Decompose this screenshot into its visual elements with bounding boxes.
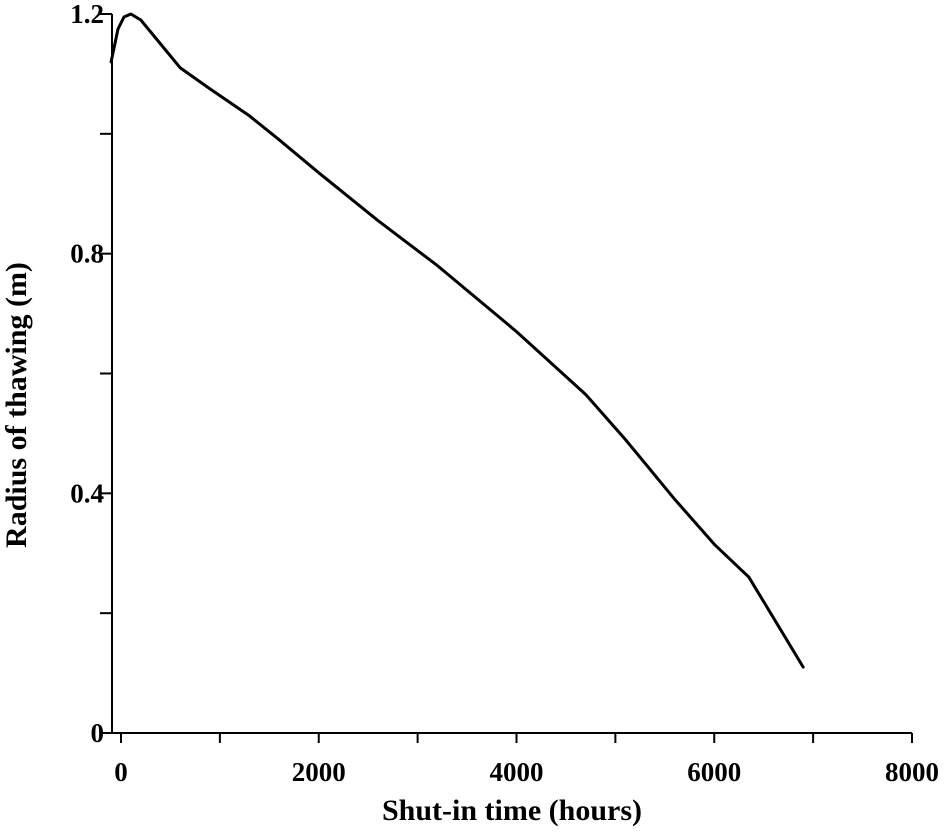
y-ticks: 0 0.4 0.8 1.2 bbox=[70, 0, 112, 748]
series-group bbox=[109, 12, 805, 669]
x-tick-label: 0 bbox=[114, 757, 128, 787]
x-ticks: 0 2000 4000 6000 8000 bbox=[114, 733, 939, 787]
x-tick-label: 6000 bbox=[687, 757, 741, 787]
x-axis-title: Shut-in time (hours) bbox=[382, 794, 642, 827]
y-tick-label: 1.2 bbox=[70, 0, 104, 29]
x-tick-label: 8000 bbox=[885, 757, 939, 787]
x-tick-label: 2000 bbox=[292, 757, 346, 787]
axes bbox=[111, 14, 912, 734]
y-tick-label: 0 bbox=[91, 718, 105, 748]
x-tick-label: 4000 bbox=[490, 757, 544, 787]
y-tick-label: 0.4 bbox=[70, 478, 104, 508]
series-line bbox=[109, 12, 805, 669]
y-axis-title: Radius of thawing (m) bbox=[0, 262, 33, 548]
y-tick-label: 0.8 bbox=[70, 239, 104, 269]
